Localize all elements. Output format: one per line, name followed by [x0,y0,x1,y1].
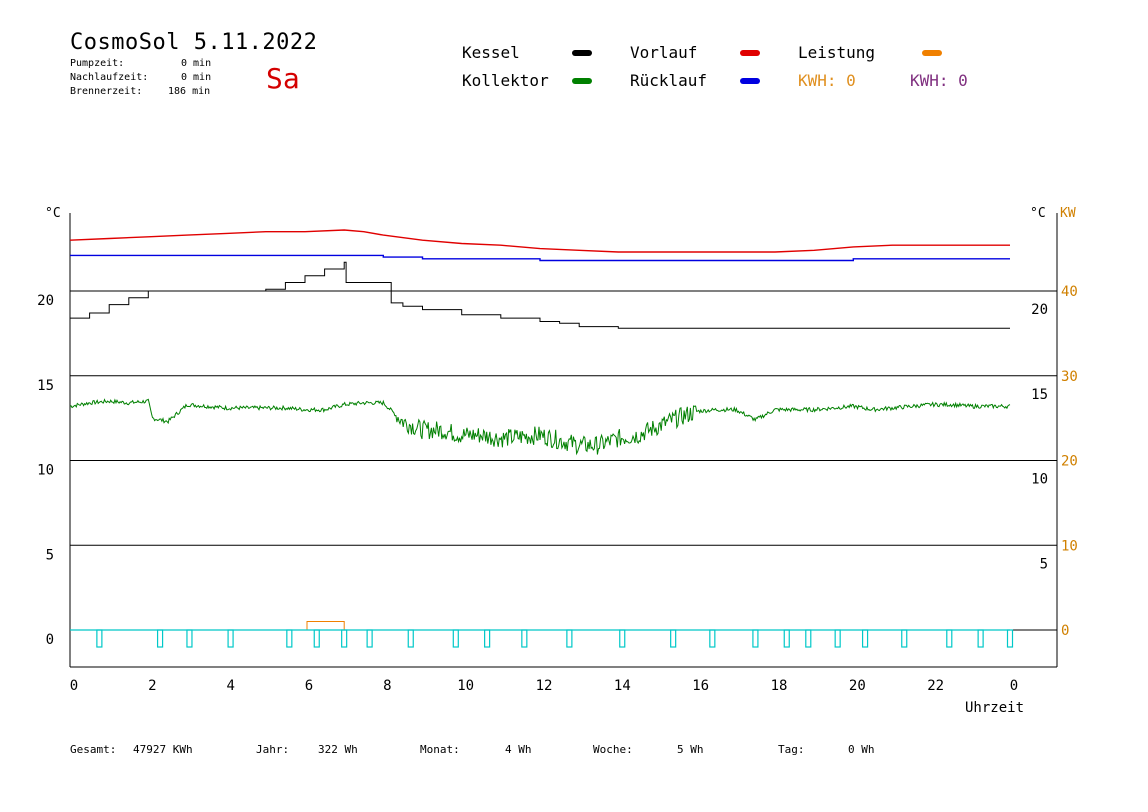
x-axis-label: Uhrzeit [965,700,1025,716]
pump-pulse-13 [619,629,626,648]
pump-pulse-18 [805,629,812,648]
series-line-kessel [70,261,1010,329]
y-tick-right-kw-30: 30 [1061,369,1078,385]
footer-jahr-label: Jahr: [256,743,290,756]
pump-pulse-9 [452,629,459,648]
x-tick-9: 18 [771,678,788,694]
pumpzeit-label: Pumpzeit: [70,58,125,69]
series-line-vorlauf [69,229,1010,253]
footer-jahr-value: 322 Wh [318,743,358,756]
x-tick-6: 12 [536,678,553,694]
pump-pulse-20 [861,629,869,648]
y-tick-right-kw-20: 20 [1061,454,1078,470]
y-tick-right-kw-40: 40 [1061,284,1078,300]
y-tick-right-c-20: 20 [1031,302,1048,318]
pump-pulse-19 [834,629,841,648]
pump-pulse-6 [341,629,348,648]
legend-vorlauf-swatch [740,50,760,56]
pump-pulse-24 [1006,629,1014,648]
brennerzeit-value: 186 min [168,86,211,97]
pump-pulse-15 [709,629,716,648]
x-tick-12: 0 [1010,678,1018,694]
nachlaufzeit-value: 0 min [181,72,212,83]
pump-pulse-4 [286,629,293,648]
pump-pulse-16 [752,629,759,648]
legend-kessel-swatch [572,50,592,56]
y-tick-left-5: 5 [46,547,54,563]
y-tick-right-c-15: 15 [1031,387,1048,403]
pump-pulse-1 [156,629,164,648]
pump-pulse-21 [901,629,908,648]
y-tick-left-20: 20 [37,293,54,309]
x-tick-1: 2 [148,678,156,694]
page-title: CosmoSol 5.11.2022 [70,30,318,55]
left-axis-unit: °C [45,206,61,221]
pump-pulse-2 [186,629,193,648]
legend-leistung-label: Leistung [798,43,876,62]
pump-pulse-5 [313,629,320,648]
right-axis-unit-kw: KW [1060,206,1076,221]
legend-kollektor-swatch [572,78,592,84]
pump-pulse-23 [977,629,984,648]
footer-monat-value: 4 Wh [505,743,532,756]
y-tick-left-0: 0 [46,632,54,648]
x-tick-5: 10 [457,678,474,694]
x-tick-3: 6 [305,678,313,694]
legend-ruecklauf-swatch [740,78,760,84]
y-tick-left-10: 10 [37,463,54,479]
legend-kessel-label: Kessel [462,43,520,62]
y-tick-right-c-10: 10 [1031,472,1048,488]
pump-pulse-17 [783,629,790,648]
pump-pulse-11 [521,629,528,648]
pump-pulse-22 [946,629,953,648]
series-line-kollektor [69,398,1011,456]
x-tick-10: 20 [849,678,866,694]
footer-monat-label: Monat: [420,743,460,756]
legend-kollektor-label: Kollektor [462,71,549,90]
pump-pulse-12 [566,629,573,648]
kwh-leistung-value: KWH: 0 [798,71,856,90]
x-tick-11: 22 [927,678,944,694]
legend-ruecklauf-label: Rücklauf [630,71,708,90]
legend-leistung-swatch [922,50,942,56]
legend-vorlauf-label: Vorlauf [630,43,698,62]
footer-gesamt-label: Gesamt: [70,743,117,756]
y-tick-right-c-5: 5 [1040,556,1048,572]
y-tick-left-15: 15 [37,378,54,394]
pumpzeit-value: 0 min [181,58,212,69]
series-line-ruecklauf [70,254,1010,262]
right-axis-unit-celsius: °C [1030,206,1046,221]
x-tick-4: 8 [383,678,391,694]
x-tick-8: 16 [692,678,709,694]
pump-pulse-3 [227,629,234,648]
footer-gesamt-value: 47927 KWh [133,743,193,756]
series-line-leistung [306,621,345,630]
pump-pulse-14 [670,629,677,648]
y-tick-right-kw-10: 10 [1061,538,1078,554]
pump-pulse-7 [366,629,373,648]
nachlaufzeit-label: Nachlaufzeit: [70,72,149,83]
footer-tag-value: 0 Wh [848,743,875,756]
x-tick-0: 0 [70,678,78,694]
pump-pulse-0 [96,629,103,648]
brennerzeit-label: Brennerzeit: [70,86,143,97]
footer-woche-label: Woche: [593,743,633,756]
pump-pulse-8 [407,629,414,648]
y-tick-right-kw-0: 0 [1061,623,1069,639]
x-tick-2: 4 [226,678,234,694]
footer-woche-value: 5 Wh [677,743,704,756]
weekday-label: Sa [266,62,300,95]
pump-pulse-10 [484,629,491,648]
kwh-second-value: KWH: 0 [910,71,968,90]
footer-tag-label: Tag: [778,743,805,756]
x-tick-7: 14 [614,678,631,694]
